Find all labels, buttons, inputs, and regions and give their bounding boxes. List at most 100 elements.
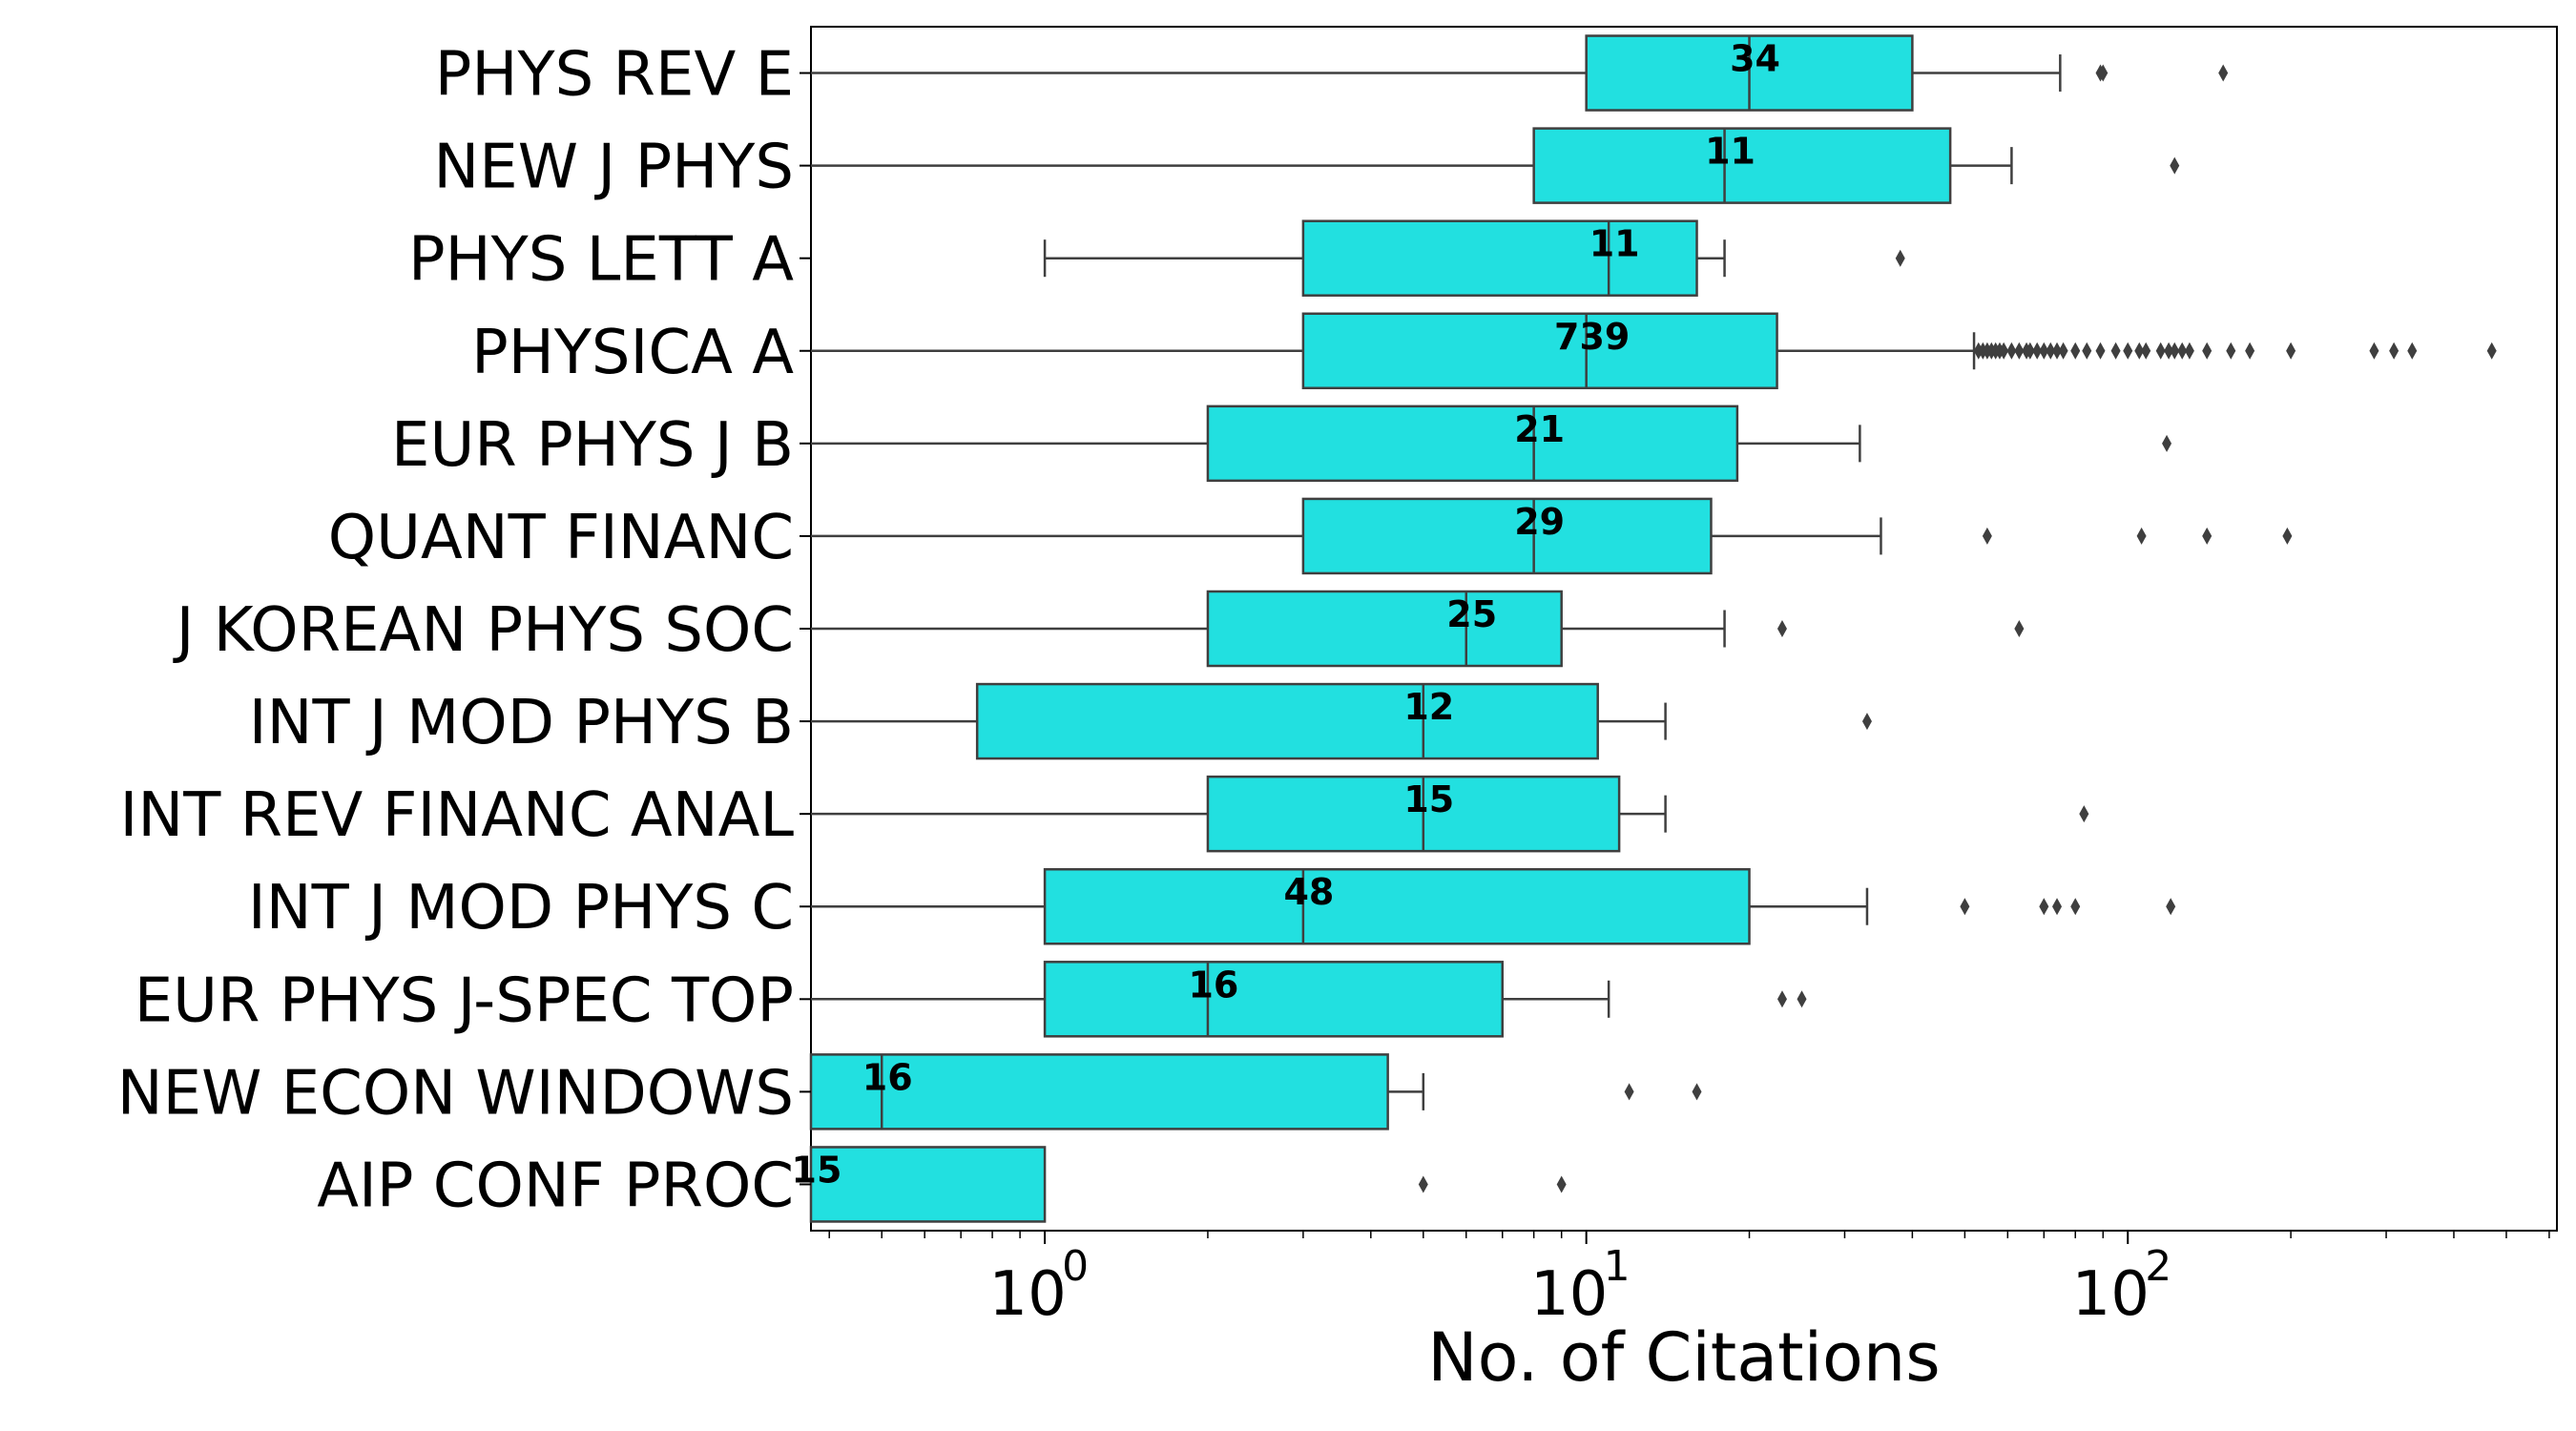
outlier-eur-phys-j-spec-top-0 bbox=[1776, 990, 1787, 1008]
category-label-quant-financ: QUANT FINANC bbox=[328, 503, 794, 573]
outlier-phys-lett-a-0 bbox=[1895, 249, 1905, 267]
box-int-j-mod-phys-c: 48 INT J MOD PHYS C bbox=[248, 867, 2176, 945]
outlier-physica-a-22 bbox=[2141, 342, 2151, 360]
outlier-new-econ-windows-1 bbox=[1692, 1083, 1702, 1101]
outlier-j-korean-phys-soc-0 bbox=[1776, 620, 1787, 637]
x-tick-label-1: 10 bbox=[1530, 1259, 1608, 1330]
box-iqr-int-j-mod-phys-b bbox=[975, 682, 1599, 760]
x-tick-label-2: 10 bbox=[2072, 1259, 2150, 1330]
outlier-eur-phys-j-b-0 bbox=[2162, 434, 2172, 452]
outlier-physica-a-21 bbox=[2134, 342, 2145, 360]
outlier-physica-a-17 bbox=[2082, 342, 2092, 360]
outlier-physica-a-29 bbox=[2226, 342, 2236, 360]
box-iqr-aip-conf-proc bbox=[809, 1146, 1047, 1223]
box-series-group: 34 PHYS REV E 11 NEW J PHYS 11 PHYS LETT A 739… bbox=[117, 34, 2497, 1223]
outlier-physica-a-10 bbox=[2025, 342, 2035, 360]
outlier-physica-a-6 bbox=[1999, 342, 2009, 360]
outlier-physica-a-32 bbox=[2369, 342, 2379, 360]
box-iqr-eur-phys-j-b bbox=[1206, 404, 1739, 483]
outlier-physica-a-23 bbox=[2155, 342, 2166, 360]
category-label-j-korean-phys-soc: J KOREAN PHYS SOC bbox=[173, 595, 794, 666]
outlier-int-j-mod-phys-c-2 bbox=[2052, 898, 2063, 916]
outlier-physica-a-26 bbox=[2177, 342, 2188, 360]
count-label-eur-phys-j-b: 21 bbox=[1514, 408, 1565, 450]
count-label-physica-a: 739 bbox=[1554, 316, 1630, 358]
category-label-int-rev-financ-anal: INT REV FINANC ANAL bbox=[119, 780, 794, 851]
box-quant-financ: 29 QUANT FINANC bbox=[328, 497, 2293, 575]
outlier-physica-a-31 bbox=[2286, 342, 2296, 360]
outlier-eur-phys-j-spec-top-1 bbox=[1797, 990, 1807, 1008]
box-physica-a: 739 PHYSICA A bbox=[471, 312, 2497, 390]
outlier-physica-a-8 bbox=[2014, 342, 2025, 360]
count-label-j-korean-phys-soc: 25 bbox=[1446, 593, 1497, 635]
outlier-int-j-mod-phys-c-4 bbox=[2166, 898, 2176, 916]
outlier-new-econ-windows-0 bbox=[1624, 1083, 1634, 1101]
box-int-rev-financ-anal: 15 INT REV FINANC ANAL bbox=[119, 775, 2089, 853]
x-axis: 100 101 102 bbox=[828, 1231, 2550, 1330]
outlier-physica-a-19 bbox=[2110, 342, 2121, 360]
box-iqr-int-rev-financ-anal bbox=[1206, 775, 1621, 853]
count-label-int-j-mod-phys-c: 48 bbox=[1283, 871, 1334, 913]
box-iqr-j-korean-phys-soc bbox=[1206, 590, 1563, 668]
outlier-int-rev-financ-anal-0 bbox=[2079, 805, 2089, 823]
count-label-int-j-mod-phys-b: 12 bbox=[1403, 686, 1454, 728]
category-label-aip-conf-proc: AIP CONF PROC bbox=[317, 1151, 794, 1221]
outlier-physica-a-28 bbox=[2202, 342, 2212, 360]
count-label-new-econ-windows: 16 bbox=[862, 1056, 913, 1098]
outlier-quant-financ-3 bbox=[2282, 527, 2293, 545]
x-tick-exponent-0: 0 bbox=[1062, 1242, 1089, 1291]
outlier-physica-a-20 bbox=[2123, 342, 2133, 360]
outlier-physica-a-18 bbox=[2095, 342, 2106, 360]
box-phys-lett-a: 11 PHYS LETT A bbox=[408, 219, 1905, 297]
outlier-physica-a-7 bbox=[2006, 342, 2017, 360]
outlier-phys-rev-e-2 bbox=[2218, 64, 2229, 82]
box-iqr-quant-financ bbox=[1301, 497, 1713, 575]
outlier-physica-a-14 bbox=[2052, 342, 2063, 360]
outlier-physica-a-33 bbox=[2389, 342, 2399, 360]
category-label-physica-a: PHYSICA A bbox=[471, 318, 794, 388]
box-iqr-eur-phys-j-spec-top bbox=[1043, 961, 1504, 1038]
outlier-aip-conf-proc-0 bbox=[1418, 1175, 1428, 1193]
count-label-eur-phys-j-spec-top: 16 bbox=[1188, 964, 1238, 1006]
box-new-j-phys: 11 NEW J PHYS bbox=[433, 127, 2180, 204]
outlier-physica-a-25 bbox=[2170, 342, 2180, 360]
count-label-quant-financ: 29 bbox=[1514, 501, 1565, 543]
category-label-new-j-phys: NEW J PHYS bbox=[433, 133, 794, 203]
count-label-aip-conf-proc: 15 bbox=[792, 1149, 842, 1191]
outlier-int-j-mod-phys-b-0 bbox=[1861, 713, 1872, 731]
outlier-physica-a-35 bbox=[2486, 342, 2497, 360]
box-eur-phys-j-spec-top: 16 EUR PHYS J-SPEC TOP bbox=[135, 961, 1807, 1038]
category-label-eur-phys-j-b: EUR PHYS J B bbox=[391, 410, 794, 481]
outlier-physica-a-24 bbox=[2164, 342, 2174, 360]
outlier-j-korean-phys-soc-1 bbox=[2014, 620, 2025, 637]
box-phys-rev-e: 34 PHYS REV E bbox=[435, 34, 2229, 112]
box-iqr-phys-lett-a bbox=[1301, 219, 1698, 297]
category-label-int-j-mod-phys-c: INT J MOD PHYS C bbox=[248, 873, 794, 944]
outlier-int-j-mod-phys-c-3 bbox=[2070, 898, 2081, 916]
category-label-int-j-mod-phys-b: INT J MOD PHYS B bbox=[249, 688, 794, 758]
count-label-int-rev-financ-anal: 15 bbox=[1403, 778, 1454, 820]
category-label-phys-lett-a: PHYS LETT A bbox=[408, 225, 794, 296]
category-label-eur-phys-j-spec-top: EUR PHYS J-SPEC TOP bbox=[135, 965, 794, 1036]
outlier-physica-a-12 bbox=[2039, 342, 2049, 360]
outlier-phys-rev-e-1 bbox=[2098, 64, 2109, 82]
box-iqr-int-j-mod-phys-c bbox=[1043, 867, 1751, 945]
outlier-physica-a-34 bbox=[2407, 342, 2418, 360]
x-axis-title: No. of Citations bbox=[1427, 1318, 1940, 1397]
x-tick-exponent-1: 1 bbox=[1604, 1242, 1631, 1291]
count-label-new-j-phys: 11 bbox=[1705, 131, 1755, 173]
box-iqr-new-econ-windows bbox=[809, 1053, 1389, 1130]
category-label-phys-rev-e: PHYS REV E bbox=[435, 40, 794, 111]
outlier-physica-a-11 bbox=[2032, 342, 2043, 360]
outlier-quant-financ-2 bbox=[2202, 527, 2212, 545]
outlier-quant-financ-0 bbox=[1982, 527, 1992, 545]
box-int-j-mod-phys-b: 12 INT J MOD PHYS B bbox=[249, 682, 1872, 760]
outlier-physica-a-27 bbox=[2184, 342, 2194, 360]
box-j-korean-phys-soc: 25 J KOREAN PHYS SOC bbox=[173, 590, 2025, 668]
outlier-int-j-mod-phys-c-1 bbox=[2039, 898, 2049, 916]
outlier-physica-a-16 bbox=[2070, 342, 2081, 360]
box-eur-phys-j-b: 21 EUR PHYS J B bbox=[391, 404, 2172, 483]
count-label-phys-lett-a: 11 bbox=[1589, 223, 1640, 265]
